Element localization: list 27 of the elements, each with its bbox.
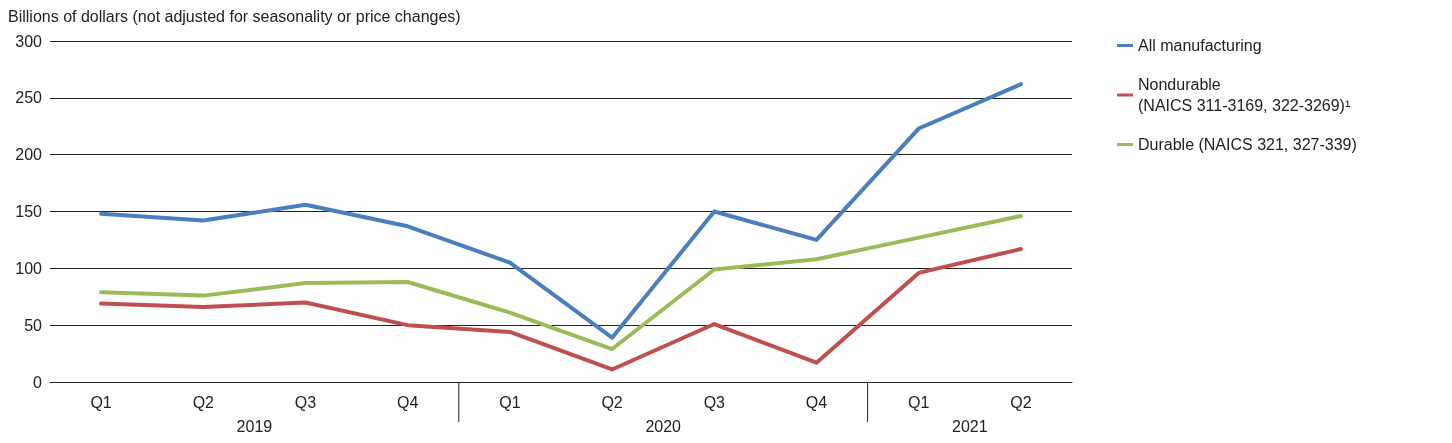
line-series [99, 214, 1023, 352]
y-tick-label: 300 [15, 32, 43, 50]
text: 2020 [645, 417, 682, 435]
y-tick-label: 150 [15, 203, 43, 220]
legend-label: Nondurable (NAICS 311-3169, 322-3269)¹ [1138, 76, 1351, 114]
x-tick-label: Q2 [601, 393, 623, 411]
line-series [99, 247, 1023, 372]
line-series [99, 82, 1023, 340]
y-axis-title: Billions of dollars (not adjusted for seasonality or price changes) [8, 7, 461, 25]
x-tick-label: Q2 [192, 393, 215, 411]
x-tick-label: Q1 [499, 393, 521, 411]
legend-label: All manufacturing [1138, 37, 1262, 54]
y-tick-label: 0 [33, 373, 43, 391]
text: 2021 [952, 417, 988, 435]
x-tick-label: Q3 [294, 393, 317, 411]
x-tick-label: Q2 [1010, 393, 1032, 411]
x-tick-label: Q1 [90, 393, 112, 411]
y-tick-label: 100 [15, 259, 43, 277]
y-tick-label: 250 [15, 89, 43, 107]
x-tick-label: Q3 [703, 393, 726, 411]
x-tick-label: Q4 [397, 393, 419, 411]
y-tick-label: 200 [15, 146, 43, 164]
x-tick-label: Q4 [805, 393, 828, 411]
y-tick-label: 50 [24, 316, 43, 334]
legend-label: Durable (NAICS 321, 327-339) [1138, 136, 1357, 153]
x-tick-label: Q1 [908, 393, 930, 411]
text: 2019 [236, 417, 273, 435]
